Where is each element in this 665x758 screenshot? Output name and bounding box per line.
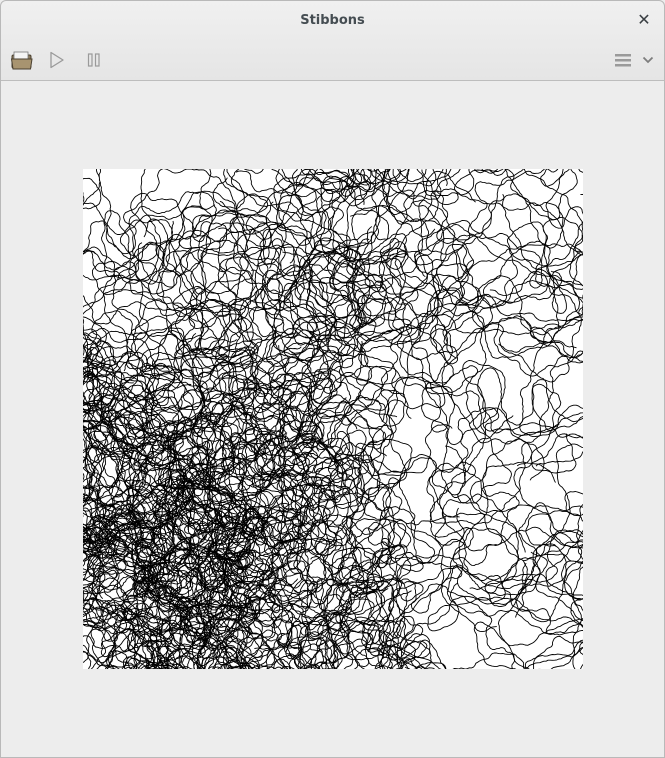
walk-trace xyxy=(83,353,222,618)
menu-button[interactable] xyxy=(610,47,636,73)
walk-trace xyxy=(83,221,228,407)
walk-trace xyxy=(161,182,453,505)
close-button[interactable]: ✕ xyxy=(636,11,652,29)
walk-trace xyxy=(317,275,583,639)
walk-trace xyxy=(83,334,211,562)
walk-trace xyxy=(182,549,583,669)
walk-trace xyxy=(442,169,583,359)
walk-trace xyxy=(83,169,263,366)
walk-trace xyxy=(83,437,292,669)
walk-trace xyxy=(108,422,306,655)
walk-trace xyxy=(469,423,583,669)
walk-trace xyxy=(227,169,471,411)
walk-trace xyxy=(191,206,344,443)
walk-trace xyxy=(83,253,300,603)
close-icon: ✕ xyxy=(637,10,651,29)
walk-trace xyxy=(156,419,295,669)
walk-trace xyxy=(83,191,217,504)
walk-trace xyxy=(235,169,583,426)
chevron-down-icon xyxy=(642,55,654,65)
walk-trace xyxy=(141,339,366,669)
walk-trace xyxy=(115,304,288,594)
walk-trace xyxy=(209,349,528,618)
random-walk-traces xyxy=(83,169,583,669)
walk-trace xyxy=(114,334,379,544)
walk-trace xyxy=(294,224,583,336)
walk-trace xyxy=(159,578,372,669)
walk-trace xyxy=(172,169,365,384)
walk-trace xyxy=(83,351,263,669)
walk-trace xyxy=(153,510,427,669)
walk-trace xyxy=(385,453,557,633)
walk-trace xyxy=(83,422,290,669)
simulation-canvas xyxy=(83,169,583,669)
hamburger-menu-icon xyxy=(614,52,632,68)
walk-trace xyxy=(356,169,583,419)
walk-trace xyxy=(446,510,583,636)
walk-trace xyxy=(83,352,194,595)
walk-trace xyxy=(83,206,367,333)
play-button[interactable] xyxy=(44,47,70,73)
walk-trace xyxy=(291,238,402,664)
walk-trace xyxy=(421,360,583,496)
walk-trace xyxy=(83,169,212,415)
walk-trace xyxy=(152,375,545,560)
walk-trace xyxy=(369,367,583,657)
walk-trace xyxy=(268,169,469,389)
walk-trace xyxy=(86,288,278,593)
walk-trace xyxy=(133,416,260,581)
walk-trace xyxy=(286,461,556,669)
walk-trace xyxy=(140,473,334,669)
window-title: Stibbons xyxy=(300,13,365,28)
walk-trace xyxy=(286,556,428,669)
walk-trace xyxy=(178,169,426,305)
walk-trace xyxy=(427,527,583,632)
walk-trace xyxy=(201,499,460,669)
walk-trace xyxy=(350,169,563,389)
walk-trace xyxy=(132,427,364,605)
content-area xyxy=(1,81,664,757)
walk-trace xyxy=(83,359,260,669)
walk-trace xyxy=(269,169,583,429)
walk-trace xyxy=(343,226,560,359)
walk-trace xyxy=(275,169,439,377)
walk-trace xyxy=(282,193,583,431)
walk-trace xyxy=(303,472,436,616)
walk-trace xyxy=(278,169,436,484)
play-icon xyxy=(49,51,65,69)
walk-trace xyxy=(212,479,583,669)
pause-button[interactable] xyxy=(81,47,107,73)
menu-dropdown-button[interactable] xyxy=(638,47,658,73)
walk-trace xyxy=(497,443,583,669)
pause-icon xyxy=(87,52,101,68)
walk-trace xyxy=(156,169,445,311)
walk-trace xyxy=(95,269,356,571)
walk-trace xyxy=(246,264,377,570)
walk-trace xyxy=(83,495,219,669)
walk-trace xyxy=(297,295,493,669)
header-bar: Stibbons ✕ xyxy=(1,1,664,81)
walk-trace xyxy=(126,213,358,430)
walk-trace xyxy=(212,169,449,380)
walk-trace xyxy=(83,328,339,532)
walk-trace xyxy=(108,332,360,571)
open-file-icon xyxy=(10,49,34,71)
open-button[interactable] xyxy=(9,47,35,73)
